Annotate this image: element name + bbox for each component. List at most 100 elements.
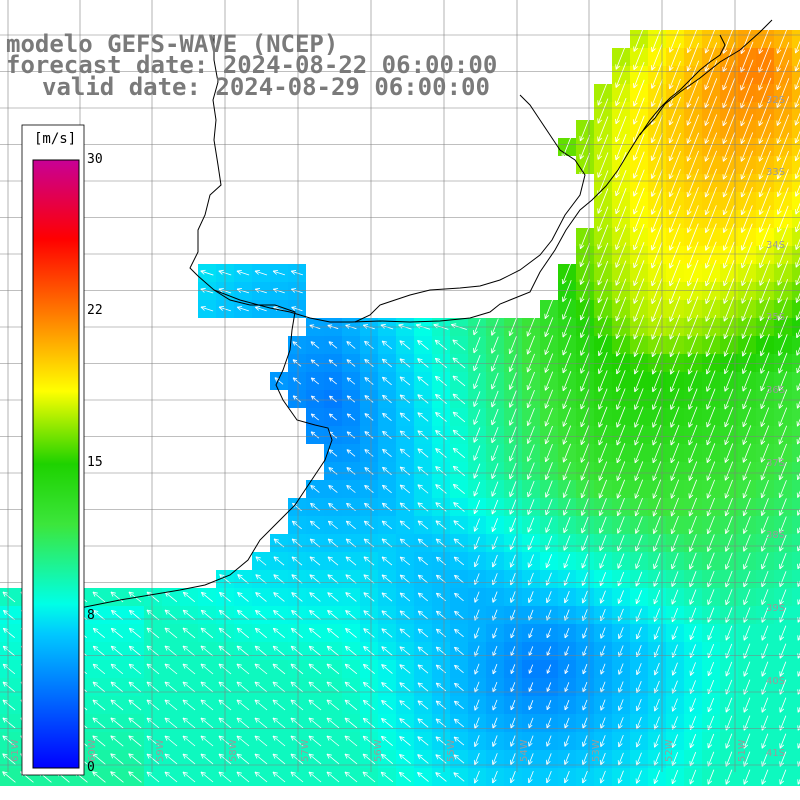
wind-cell <box>792 120 800 138</box>
wind-arrow <box>723 333 734 357</box>
wind-cell <box>792 606 800 624</box>
wind-arrow <box>508 336 517 355</box>
lon-label-54w: 54W <box>519 739 530 762</box>
wind-arrow <box>544 335 554 355</box>
wind-arrow <box>274 377 284 385</box>
wind-arrow <box>668 223 681 251</box>
wind-arrow <box>364 340 374 350</box>
lat-label-33s: 33S <box>766 167 786 178</box>
wind-arrow <box>291 288 303 294</box>
colorbar-tick-30: 30 <box>87 152 103 167</box>
wind-arrow <box>579 261 590 285</box>
colorbar-tick-15: 15 <box>87 455 103 470</box>
wind-arrow <box>777 223 789 251</box>
wind-arrow <box>722 132 736 162</box>
wind-arrow <box>434 375 447 387</box>
wind-arrow <box>723 278 735 304</box>
wind-arrow <box>417 376 429 386</box>
wind-cell <box>792 354 800 372</box>
wind-arrow <box>796 364 800 374</box>
wind-arrow <box>776 24 790 54</box>
lat-label-32s: 32S <box>766 95 786 106</box>
wind-cell <box>792 48 800 66</box>
lat-label-36s: 36S <box>766 385 786 396</box>
wind-arrow <box>795 292 800 303</box>
wind-arrow <box>669 241 681 269</box>
wind-arrow <box>722 168 735 198</box>
wind-arrow <box>580 334 590 356</box>
wind-arrow <box>615 333 626 357</box>
wind-arrow <box>704 205 717 233</box>
wind-arrow <box>580 352 590 374</box>
wind-cell <box>792 156 800 174</box>
wind-arrow <box>561 135 572 159</box>
wind-arrow <box>778 352 788 374</box>
wind-arrow <box>272 270 286 276</box>
wind-arrow <box>669 296 681 322</box>
wind-arrow <box>758 114 772 144</box>
wind-arrow <box>794 184 800 197</box>
wind-arrow <box>668 150 681 180</box>
wind-cell <box>792 192 800 210</box>
wind-arrow <box>795 202 800 215</box>
wind-arrow <box>579 243 591 268</box>
wind-cell <box>792 750 800 768</box>
wind-arrow <box>290 270 303 276</box>
lon-label-60w: 60W <box>87 739 98 762</box>
wind-arrow <box>650 151 663 179</box>
wind-arrow <box>651 223 663 251</box>
wind-arrow <box>776 132 789 162</box>
wind-arrow <box>794 166 800 179</box>
wind-arrow <box>236 269 250 276</box>
wind-arrow <box>615 224 627 250</box>
wind-arrow <box>686 187 699 216</box>
wind-arrow <box>704 168 717 198</box>
wind-arrow <box>651 259 663 287</box>
wind-arrow <box>704 24 717 54</box>
wind-arrow <box>346 359 356 367</box>
wind-arrow <box>328 341 338 349</box>
wind-arrow <box>722 205 735 233</box>
wind-arrow <box>526 353 535 373</box>
wind-arrow <box>741 278 753 304</box>
wind-arrow <box>633 61 645 89</box>
wind-arrow <box>722 96 736 127</box>
wind-arrow <box>794 58 800 72</box>
wind-arrow <box>526 335 536 355</box>
wind-arrow <box>579 134 591 160</box>
wind-cell <box>792 174 800 192</box>
wind-arrow <box>669 333 681 358</box>
wind-arrow <box>399 376 411 386</box>
wind-arrow <box>651 278 663 305</box>
wind-arrow <box>633 296 645 322</box>
wind-arrow <box>561 280 572 303</box>
wind-arrow <box>417 358 429 368</box>
wind-arrow <box>759 278 771 304</box>
wind-arrow <box>669 351 680 375</box>
wind-cell <box>792 264 800 282</box>
wind-cell <box>792 624 800 642</box>
wind-arrow <box>473 336 481 354</box>
wind-arrow <box>668 96 681 126</box>
wind-arrow <box>615 62 627 88</box>
wind-arrow <box>651 351 662 375</box>
wind-arrow <box>508 354 517 372</box>
wind-arrow <box>615 260 627 286</box>
wind-arrow <box>686 114 700 144</box>
wind-arrow <box>776 114 790 144</box>
wind-arrow <box>452 375 466 387</box>
colorbar-tick-22: 22 <box>87 303 103 318</box>
wind-arrow <box>705 259 717 287</box>
wind-arrow <box>272 288 285 294</box>
wind-arrow <box>741 296 753 322</box>
wind-arrow <box>794 148 800 162</box>
wind-arrow <box>686 132 699 162</box>
wind-arrow <box>742 352 752 374</box>
lon-label-51w: 51W <box>737 739 748 762</box>
wind-cell <box>792 480 800 498</box>
colorbar-unit: [m/s] <box>34 131 77 147</box>
wind-arrow <box>759 242 771 269</box>
wind-arrow <box>705 333 716 357</box>
wind-arrow <box>758 205 771 233</box>
wind-arrow <box>668 132 681 162</box>
